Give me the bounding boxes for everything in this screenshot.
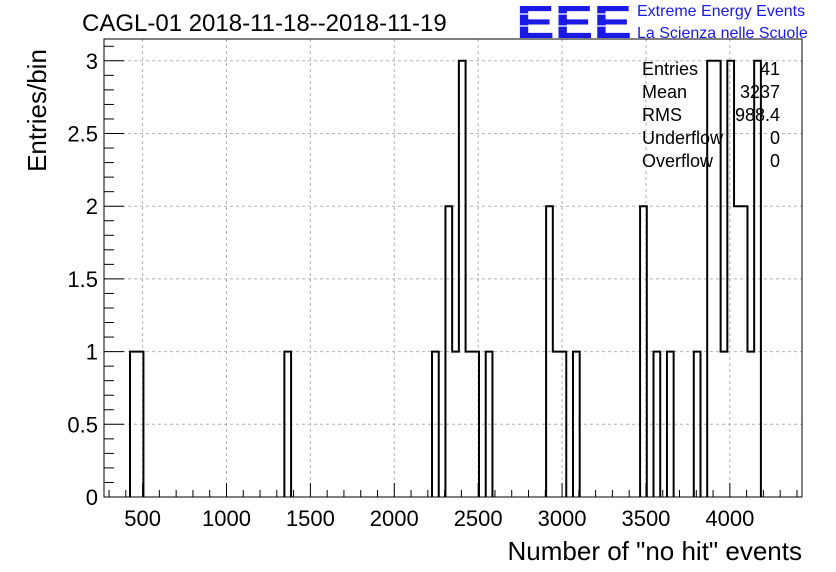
x-tick-label: 1000 bbox=[202, 506, 251, 531]
x-tick-label: 3000 bbox=[538, 506, 587, 531]
stat-value: 988.4 bbox=[734, 105, 780, 125]
stat-value: 3237 bbox=[739, 82, 780, 102]
stat-label: Mean bbox=[642, 82, 688, 102]
x-tick-label: 4000 bbox=[705, 506, 754, 531]
chart-title: CAGL-01 2018-11-18--2018-11-19 bbox=[82, 10, 447, 37]
stats-box: Entries 41 Mean 3237 RMS 988.4 Underflow… bbox=[642, 58, 780, 173]
stat-value: 41 bbox=[759, 59, 780, 79]
y-tick-label: 3 bbox=[86, 49, 98, 74]
y-tick-label: 0.5 bbox=[67, 412, 98, 437]
eee-logo: EEE bbox=[516, 0, 634, 44]
stat-value: 0 bbox=[769, 128, 780, 148]
stat-label: RMS bbox=[642, 105, 682, 125]
logo-line-2: La Scienza nelle Scuole bbox=[637, 25, 808, 42]
x-tick-label: 2000 bbox=[370, 506, 419, 531]
x-axis-label: Number of "no hit" events bbox=[507, 536, 803, 566]
stat-label: Overflow bbox=[642, 151, 714, 171]
y-axis-label: Entries/bin bbox=[21, 48, 52, 172]
logo-mark: EEE bbox=[516, 0, 632, 44]
stat-row-rms: RMS 988.4 bbox=[642, 104, 780, 127]
stat-row-underflow: Underflow 0 bbox=[642, 127, 780, 150]
axes: 500 1000 1500 2000 2500 3000 3500 4000 0 0.5 1 1.5 2… bbox=[67, 38, 803, 531]
y-tick-label: 2 bbox=[86, 194, 98, 219]
y-tick-label: 1.5 bbox=[67, 267, 98, 292]
x-tick-label: 2500 bbox=[454, 506, 503, 531]
x-tick-label: 3500 bbox=[621, 506, 670, 531]
stat-row-mean: Mean 3237 bbox=[642, 81, 780, 104]
stat-value: 0 bbox=[769, 151, 780, 171]
y-tick-label: 1 bbox=[86, 340, 98, 365]
x-tick-label: 1500 bbox=[286, 506, 335, 531]
stat-label: Underflow bbox=[642, 128, 724, 148]
y-tick-label: 0 bbox=[86, 485, 98, 510]
histogram-outline bbox=[129, 59, 762, 497]
y-tick-label: 2.5 bbox=[67, 122, 98, 147]
logo-line-1: Extreme Energy Events bbox=[637, 3, 806, 20]
stat-row-entries: Entries 41 bbox=[642, 58, 780, 81]
x-tick-label: 500 bbox=[124, 506, 161, 531]
plot-frame bbox=[103, 38, 803, 498]
stat-row-overflow: Overflow 0 bbox=[642, 150, 780, 173]
stat-label: Entries bbox=[642, 59, 699, 79]
